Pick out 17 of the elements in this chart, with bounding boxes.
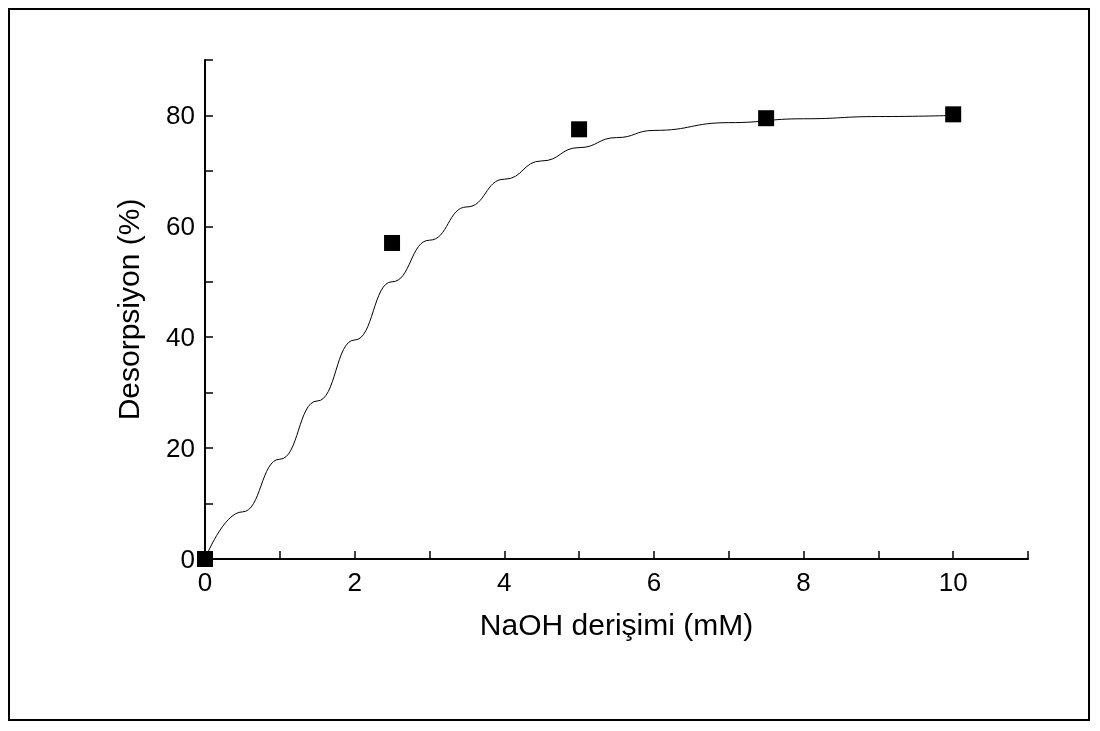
x-tick-label: 4 (497, 567, 512, 597)
point (571, 121, 588, 138)
y-tick-label: 20 (166, 433, 195, 464)
y-tick-label: 60 (166, 211, 195, 242)
x-tick-label: 6 (646, 567, 662, 597)
y-tick-label: 0 (180, 544, 195, 574)
x-tick-label: 10 (938, 567, 968, 597)
point (758, 110, 775, 127)
y-tick-label: 40 (166, 322, 195, 353)
x-axis-title: NaOH derişimi (mM) (479, 607, 754, 641)
y-axis-title: Desorpsiyon (%) (111, 198, 145, 421)
point (197, 551, 213, 567)
y-tick-label: 80 (166, 100, 195, 131)
point (945, 106, 962, 123)
point (384, 234, 401, 251)
x-tick-label: 2 (347, 567, 362, 597)
x-tick-label: 8 (796, 567, 811, 597)
